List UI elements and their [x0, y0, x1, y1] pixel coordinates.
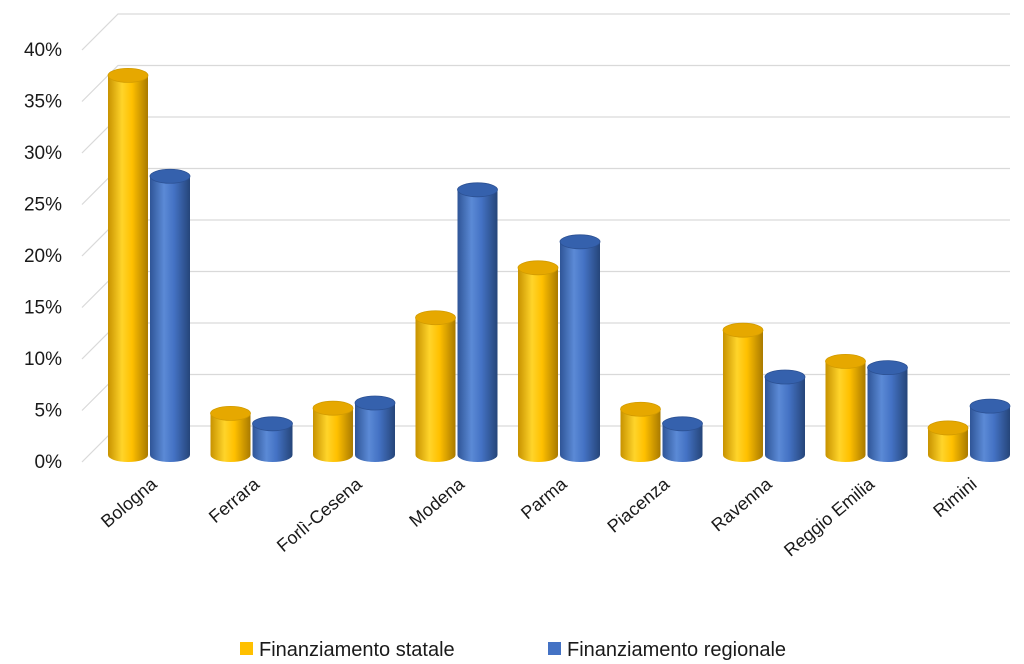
- legend-item: Finanziamento statale: [240, 639, 455, 661]
- legend-label: Finanziamento regionale: [567, 639, 786, 661]
- bar: [620, 401, 661, 462]
- x-category-label: Forlì-Cesena: [273, 473, 366, 556]
- bar: [517, 260, 559, 462]
- y-tick-label: 15%: [24, 298, 62, 319]
- bar: [969, 398, 1011, 462]
- legend-swatch: [240, 642, 253, 655]
- bar: [722, 322, 764, 462]
- bar: [107, 68, 149, 463]
- bar: [559, 234, 601, 462]
- x-category-label: Piacenza: [603, 473, 673, 537]
- gridline: [81, 64, 1010, 102]
- gridline: [81, 13, 1010, 51]
- bar: [825, 353, 866, 462]
- bar: [149, 168, 191, 462]
- bar: [867, 360, 908, 462]
- legend-item: Finanziamento regionale: [548, 639, 786, 661]
- bar: [312, 400, 354, 462]
- gridline: [81, 167, 1010, 205]
- bars: [107, 68, 1011, 463]
- bar: [764, 369, 806, 462]
- bar: [662, 416, 703, 462]
- gridline: [81, 219, 1010, 257]
- x-category-label: Ravenna: [708, 473, 777, 535]
- x-category-label: Rimini: [929, 474, 980, 521]
- legend: Finanziamento statale Finanziamento regio…: [240, 639, 786, 661]
- legend-label: Finanziamento statale: [259, 639, 455, 661]
- bar: [415, 310, 456, 462]
- x-category-label: Modena: [405, 473, 468, 531]
- y-tick-label: 20%: [24, 246, 62, 267]
- bar: [354, 395, 396, 462]
- bar: [927, 420, 969, 462]
- y-tick-label: 5%: [35, 401, 63, 422]
- y-axis-tick-labels: 0% 5% 10% 15% 20% 25% 30% 35% 40%: [24, 40, 62, 473]
- y-tick-label: 10%: [24, 349, 62, 370]
- y-tick-label: 30%: [24, 143, 62, 164]
- y-tick-label: 0%: [35, 452, 63, 473]
- x-category-label: Bologna: [97, 473, 161, 531]
- bar: [252, 416, 293, 462]
- bar: [210, 405, 251, 462]
- x-category-label: Reggio Emilia: [780, 473, 879, 560]
- legend-swatch: [548, 642, 561, 655]
- x-axis-category-labels: Bologna Ferrara Forlì-Cesena Modena Parma Pia…: [97, 473, 980, 560]
- y-tick-label: 40%: [24, 40, 62, 61]
- x-category-label: Parma: [517, 473, 571, 523]
- x-category-label: Ferrara: [205, 473, 264, 527]
- bar: [457, 182, 498, 463]
- gridline: [81, 116, 1010, 154]
- y-tick-label: 35%: [24, 92, 62, 113]
- y-tick-label: 25%: [24, 195, 62, 216]
